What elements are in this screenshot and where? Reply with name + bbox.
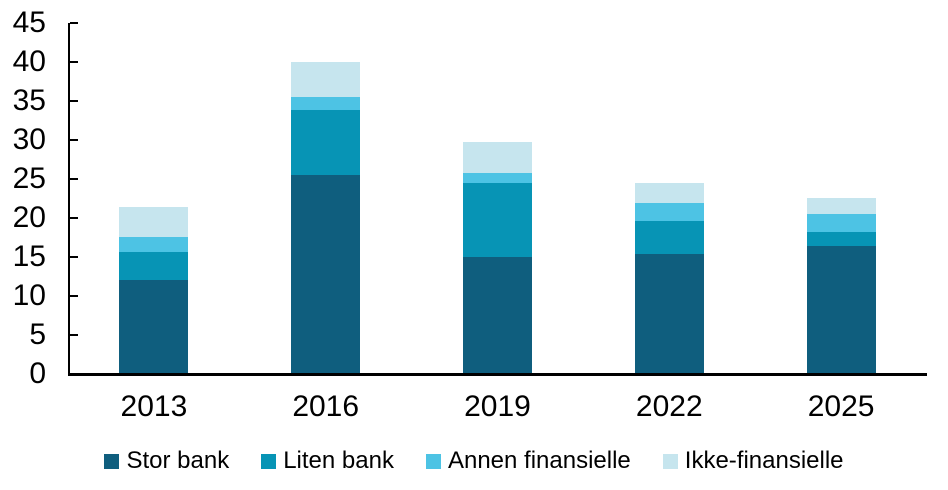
y-axis-tick: [70, 255, 78, 258]
bar-segment-liten-bank-2025: [806, 231, 876, 247]
bar-segment-ikke-finansielle-2019: [463, 141, 532, 174]
legend-item-label: Stor bank: [126, 447, 230, 474]
bar-segment-annen-finansielle-2025: [806, 214, 876, 232]
legend-item-ikke-finansielle: Ikke-finansielle: [662, 447, 844, 475]
x-axis-label-2022: 2022: [635, 390, 703, 423]
legend-item-liten-bank: Liten bank: [261, 447, 394, 475]
legend-item-label: Liten bank: [283, 447, 394, 474]
legend-item-stor-bank: Stor bank: [104, 447, 229, 475]
bar-segment-liten-bank-2013: [119, 251, 189, 280]
y-axis-tick-label: 30: [12, 122, 46, 156]
bar-segment-annen-finansielle-2016: [291, 96, 361, 110]
y-axis-tick: [70, 294, 78, 297]
legend-swatch-icon: [425, 453, 441, 469]
y-axis-tick-label: 35: [12, 83, 46, 117]
x-axis-label-2025: 2025: [807, 390, 875, 423]
bar-segment-stor-bank-2019: [463, 257, 532, 374]
y-axis-tick-label: 5: [29, 317, 46, 351]
y-axis-tick-label: 0: [29, 356, 46, 390]
x-axis-label-2013: 2013: [120, 390, 188, 423]
legend-item-label: Ikke-finansielle: [684, 447, 844, 474]
y-axis-line: [68, 22, 70, 376]
y-axis-tick-label: 40: [12, 44, 46, 78]
bar-segment-ikke-finansielle-2013: [119, 206, 189, 237]
y-axis-tick: [70, 333, 78, 336]
bar-segment-liten-bank-2022: [634, 220, 704, 255]
bar-segment-liten-bank-2016: [291, 109, 361, 175]
y-axis-tick-label: 10: [12, 278, 46, 312]
legend-item-annen-finansielle: Annen finansielle: [425, 447, 631, 475]
y-axis-tick: [70, 138, 78, 141]
bar-segment-stor-bank-2025: [806, 246, 876, 374]
bar-segment-stor-bank-2022: [634, 254, 704, 374]
x-axis-label-2016: 2016: [292, 390, 360, 423]
bar-segment-ikke-finansielle-2016: [291, 61, 361, 97]
y-axis-tick-label: 45: [12, 5, 46, 39]
y-axis-tick-label: 20: [12, 200, 46, 234]
bar-segment-ikke-finansielle-2022: [634, 183, 704, 204]
y-axis-tick-label: 25: [12, 161, 46, 195]
y-axis-tick: [70, 216, 78, 219]
legend-swatch-icon: [104, 453, 120, 469]
bar-segment-liten-bank-2019: [463, 183, 532, 258]
y-axis-tick: [70, 60, 78, 63]
y-axis-tick: [70, 177, 78, 180]
legend-item-label: Annen finansielle: [447, 447, 631, 474]
bar-segment-stor-bank-2013: [119, 279, 189, 374]
y-axis-tick: [70, 99, 78, 102]
x-axis-line: [68, 372, 927, 376]
y-axis-tick-label: 15: [12, 239, 46, 273]
x-axis-label-2019: 2019: [464, 390, 531, 423]
bar-segment-annen-finansielle-2019: [463, 173, 532, 184]
legend-swatch-icon: [662, 453, 678, 469]
bar-segment-annen-finansielle-2013: [119, 237, 189, 252]
bar-segment-annen-finansielle-2022: [634, 203, 704, 221]
legend: Stor bank Liten bank Annen finansielle Ikke…: [0, 444, 948, 478]
bar-segment-stor-bank-2016: [291, 174, 361, 374]
legend-swatch-icon: [261, 453, 277, 469]
bar-segment-ikke-finansielle-2025: [806, 198, 876, 215]
y-axis-tick: [70, 21, 78, 24]
